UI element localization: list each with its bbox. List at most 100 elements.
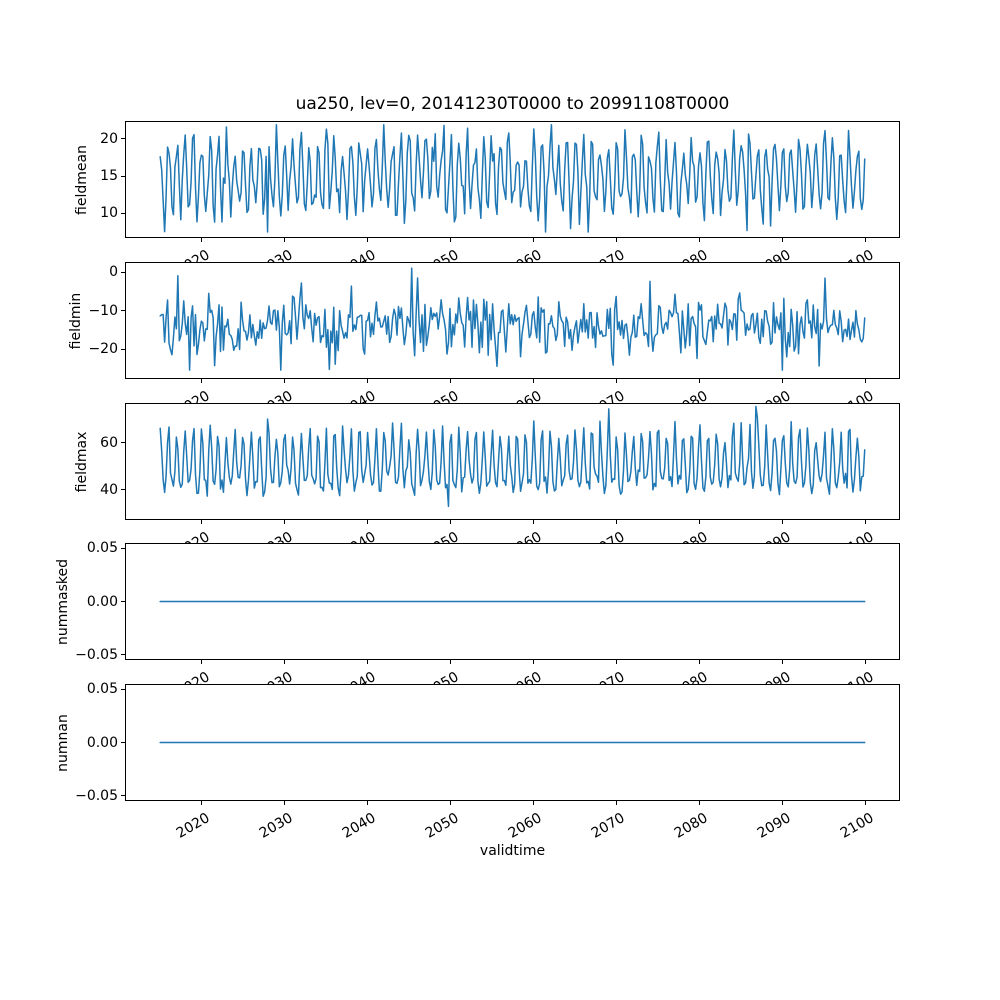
plot-area-nummasked: [159, 600, 866, 603]
x-tick-mark: [699, 520, 701, 524]
y-tick-label: 0.00: [86, 593, 118, 610]
x-tick-mark: [699, 660, 701, 664]
y-tick-label: 40: [100, 481, 118, 498]
x-tick-mark: [782, 238, 784, 242]
x-tick-mark: [865, 660, 867, 664]
x-tick-mark: [201, 801, 203, 805]
x-tick-label: 2020: [173, 810, 213, 842]
x-tick-mark: [367, 520, 369, 524]
x-tick-mark: [201, 238, 203, 242]
axes-box-fieldmax: [125, 403, 900, 520]
y-tick-mark: [121, 489, 125, 491]
x-tick-mark: [201, 660, 203, 664]
y-tick-mark: [121, 271, 125, 273]
y-tick-label: 0.05: [86, 540, 118, 557]
x-tick-mark: [284, 520, 286, 524]
y-tick-mark: [121, 601, 125, 602]
y-tick-label: 0.00: [86, 734, 118, 751]
y-tick-label: 0.05: [86, 681, 118, 698]
x-tick-mark: [533, 660, 535, 664]
y-tick-label: 10: [100, 205, 118, 222]
x-tick-mark: [533, 520, 535, 524]
x-tick-mark: [450, 660, 452, 664]
y-tick-label: −0.05: [75, 646, 118, 663]
x-tick-mark: [533, 801, 535, 805]
x-tick-mark: [450, 379, 452, 383]
y-tick-label: 60: [100, 434, 118, 451]
x-tick-mark: [201, 379, 203, 383]
x-tick-mark: [367, 379, 369, 383]
x-tick-label: 2070: [588, 810, 628, 842]
y-tick-label: 15: [100, 168, 118, 185]
x-tick-mark: [284, 660, 286, 664]
y-tick-mark: [121, 310, 125, 311]
y-tick-label: −10: [88, 302, 118, 319]
x-tick-mark: [284, 238, 286, 242]
x-tick-label: 2080: [672, 810, 711, 842]
x-tick-label: 2060: [505, 810, 545, 842]
x-tick-mark: [865, 801, 867, 805]
y-tick-mark: [121, 654, 125, 656]
figure-title: ua250, lev=0, 20141230T0000 to 20991108T…: [295, 94, 730, 114]
x-tick-mark: [533, 238, 535, 242]
x-tick-label: 2040: [339, 810, 379, 842]
plot-area-fieldmean: [159, 123, 866, 233]
x-tick-mark: [450, 801, 452, 805]
y-axis-label-numnan: numnan: [55, 713, 71, 772]
y-tick-mark: [121, 212, 125, 214]
x-tick-mark: [699, 801, 701, 805]
plot-area-fieldmin: [159, 267, 866, 371]
data-line-fieldmin: [159, 267, 866, 371]
x-tick-label: 2100: [838, 810, 877, 842]
x-tick-mark: [450, 238, 452, 242]
y-tick-mark: [121, 795, 125, 797]
x-tick-mark: [201, 520, 203, 524]
y-tick-mark: [121, 442, 125, 444]
plot-area-fieldmax: [159, 405, 866, 508]
x-tick-mark: [865, 520, 867, 524]
x-tick-mark: [699, 379, 701, 383]
x-tick-mark: [782, 801, 784, 805]
data-line-fieldmean: [159, 123, 866, 233]
x-axis-label: validtime: [479, 843, 546, 859]
x-tick-mark: [450, 520, 452, 524]
x-tick-mark: [865, 379, 867, 383]
x-tick-mark: [616, 379, 618, 383]
x-tick-mark: [616, 238, 618, 242]
x-tick-label: 2050: [422, 810, 462, 842]
x-tick-mark: [284, 801, 286, 805]
x-tick-mark: [699, 238, 701, 242]
x-tick-label: 2030: [256, 810, 296, 842]
y-tick-mark: [121, 175, 125, 177]
y-tick-mark: [121, 138, 125, 140]
y-tick-mark: [121, 348, 125, 350]
y-tick-label: 20: [100, 130, 118, 147]
x-tick-mark: [533, 379, 535, 383]
x-tick-mark: [865, 238, 867, 242]
y-tick-label: 0: [109, 264, 118, 280]
x-tick-mark: [284, 379, 286, 383]
x-tick-mark: [367, 801, 369, 805]
data-line-fieldmax: [159, 405, 866, 508]
x-tick-mark: [782, 520, 784, 524]
x-tick-mark: [782, 660, 784, 664]
y-tick-mark: [121, 547, 125, 549]
x-tick-mark: [367, 238, 369, 242]
y-tick-label: −20: [88, 341, 118, 357]
y-tick-label: −0.05: [75, 787, 118, 804]
x-tick-mark: [616, 660, 618, 664]
x-tick-mark: [616, 520, 618, 524]
x-tick-mark: [782, 379, 784, 383]
y-tick-mark: [121, 688, 125, 690]
x-tick-mark: [616, 801, 618, 805]
x-tick-mark: [367, 660, 369, 664]
y-tick-mark: [121, 742, 125, 743]
x-tick-label: 2090: [755, 810, 794, 842]
plot-area-numnan: [159, 741, 866, 744]
